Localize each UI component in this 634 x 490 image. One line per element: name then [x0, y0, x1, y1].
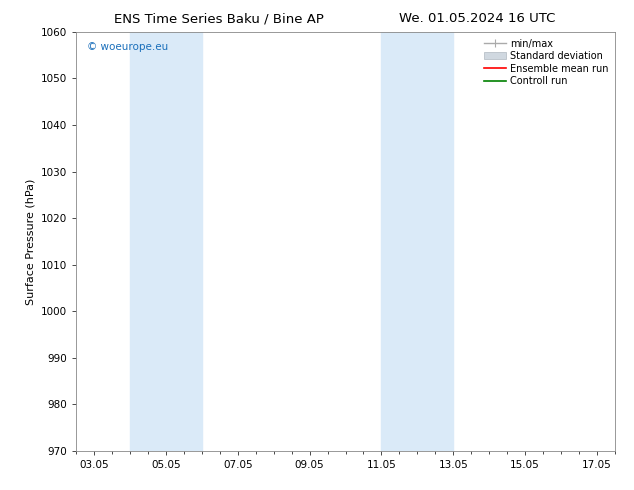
Legend: min/max, Standard deviation, Ensemble mean run, Controll run: min/max, Standard deviation, Ensemble me…	[482, 37, 610, 88]
Text: ENS Time Series Baku / Bine AP: ENS Time Series Baku / Bine AP	[114, 12, 324, 25]
Bar	[382, 32, 453, 451]
Text: © woeurope.eu: © woeurope.eu	[87, 42, 168, 52]
Y-axis label: Surface Pressure (hPa): Surface Pressure (hPa)	[25, 178, 36, 304]
Bar	[130, 32, 202, 451]
Text: We. 01.05.2024 16 UTC: We. 01.05.2024 16 UTC	[399, 12, 556, 25]
